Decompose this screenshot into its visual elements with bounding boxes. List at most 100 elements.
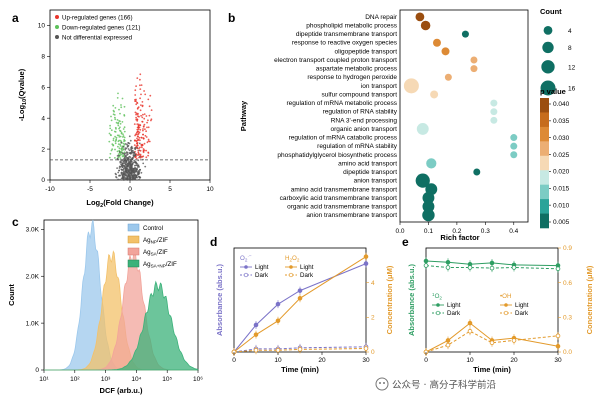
volcano-point	[114, 118, 117, 121]
series-line	[425, 322, 559, 353]
volcano-point	[114, 142, 117, 145]
volcano-point	[123, 126, 126, 129]
volcano-point	[139, 97, 142, 100]
volcano-point	[112, 139, 115, 142]
volcano-point	[134, 111, 137, 114]
volcano-point	[116, 150, 119, 153]
volcano-point	[118, 175, 120, 177]
tick-label: 2	[41, 146, 45, 153]
flow-legend: Control AgNP/ZIF AgSA/ZIF AgSA+NP/ZIF	[127, 223, 177, 269]
tick-label: 10¹	[39, 376, 49, 383]
pathway-name: phosphatidylglycerol biosynthetic proces…	[277, 152, 397, 159]
volcano-point	[116, 134, 119, 137]
series-line	[425, 265, 559, 270]
tick-label: 10	[38, 23, 46, 30]
legend-label-up: Up-regulated genes (166)	[62, 15, 133, 22]
volcano-point	[124, 178, 127, 181]
volcano-point	[109, 152, 112, 155]
volcano-point	[114, 107, 117, 109]
volcano-y-label: -Log10(Qvalue)	[17, 68, 28, 121]
volcano-point	[136, 144, 139, 147]
pathway-bubble	[510, 134, 518, 142]
d-legend-label-right-dark: Dark	[300, 272, 314, 279]
volcano-point	[129, 164, 132, 167]
volcano-point	[139, 139, 141, 142]
count-legend-bubble	[540, 80, 556, 96]
e-legend-label-left-light: Light	[447, 302, 461, 309]
series-point	[489, 265, 495, 271]
volcano-point	[135, 157, 138, 160]
pathway-bubble	[422, 200, 435, 213]
tick-label: 30	[554, 357, 562, 364]
volcano-point	[119, 129, 121, 132]
volcano-point	[138, 126, 141, 129]
volcano-point	[137, 152, 140, 155]
volcano-point	[115, 136, 118, 139]
volcano-point	[141, 146, 143, 149]
legend-marker-down	[55, 25, 59, 29]
tick-label: 10⁵	[162, 376, 172, 383]
tick-label: -10	[45, 186, 55, 193]
volcano-point	[141, 144, 144, 147]
volcano-point	[134, 173, 137, 176]
tick-label: 20	[510, 357, 518, 364]
legend-swatch-control	[127, 223, 140, 232]
volcano-point	[112, 109, 115, 112]
pathway-name: ion transport	[361, 83, 397, 90]
volcano-point	[136, 102, 139, 104]
volcano-point	[108, 156, 111, 159]
e-y-right-label: Concentration (μM)	[585, 265, 594, 334]
volcano-point	[127, 164, 130, 167]
volcano-point	[136, 141, 139, 144]
volcano-point	[110, 149, 113, 152]
volcano-point	[119, 145, 122, 147]
pathway-name: DNA repair	[365, 14, 398, 21]
e-legend-marker-left-dark	[435, 310, 441, 316]
volcano-point	[122, 176, 125, 179]
pathway-bubble	[510, 142, 518, 150]
volcano-point	[142, 128, 144, 130]
volcano-x-ticks: -10 -5 0 5 10	[45, 180, 214, 193]
volcano-point	[122, 162, 124, 165]
d-legend-marker-left-dark	[243, 272, 249, 278]
volcano-point	[120, 104, 122, 106]
volcano-point	[139, 109, 142, 112]
volcano-point	[133, 159, 136, 162]
wechat-icon-dot-left	[379, 382, 381, 384]
pathway-name: regulation of mRNA catabolic process	[289, 135, 398, 142]
volcano-point	[138, 155, 141, 158]
pathway-bubble	[422, 208, 435, 222]
volcano-point	[127, 145, 129, 148]
y-right-tick-label: 0	[371, 349, 375, 356]
volcano-point	[137, 173, 140, 176]
volcano-point	[128, 149, 131, 152]
volcano-legend: Up-regulated genes (166) Down-regulated …	[55, 15, 140, 42]
pathway-bubble	[415, 12, 425, 22]
volcano-point	[134, 148, 137, 151]
volcano-point	[128, 171, 131, 173]
y-right-tick-label: 0.9	[563, 245, 572, 252]
volcano-point	[114, 126, 117, 129]
volcano-point	[118, 139, 121, 142]
pathway-bubble	[415, 173, 430, 188]
volcano-point	[125, 165, 127, 168]
pathway-bubbles	[403, 12, 518, 222]
tick-label: 2.0K	[26, 273, 40, 280]
volcano-point	[122, 164, 124, 167]
volcano-point	[139, 78, 141, 81]
count-legend-label: 12	[568, 64, 576, 71]
volcano-point	[130, 147, 133, 149]
volcano-point	[128, 163, 131, 165]
volcano-point	[128, 161, 131, 164]
volcano-point	[137, 123, 140, 126]
pvalue-legend-title: p value	[540, 87, 566, 96]
volcano-point	[131, 176, 134, 178]
volcano-point	[139, 73, 142, 76]
volcano-point	[136, 123, 139, 125]
volcano-point	[140, 136, 143, 139]
series-point	[423, 263, 429, 268]
tick-label: 30	[362, 357, 370, 364]
volcano-point	[115, 176, 118, 179]
volcano-point	[141, 101, 144, 103]
